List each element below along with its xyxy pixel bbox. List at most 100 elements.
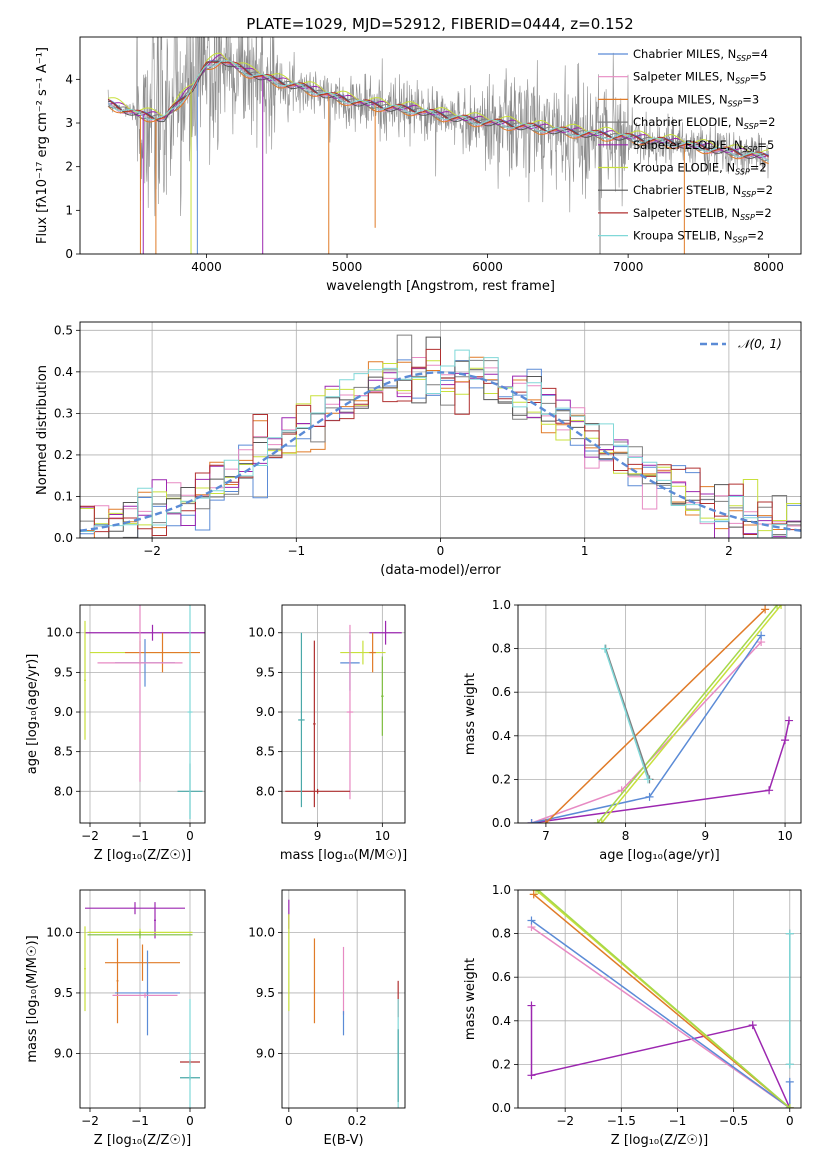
data-marker — [527, 916, 536, 925]
errorbar-point — [146, 950, 149, 1036]
series-line — [785, 929, 794, 1069]
plot-area — [80, 334, 801, 538]
y-tick-label: 9.5 — [54, 986, 73, 1000]
y-tick-label: 0.3 — [54, 406, 73, 420]
legend-label: Kroupa STELIB, NSSP=2 — [633, 229, 764, 245]
y-axis-label: mass [log₁₀(M/M☉)] — [25, 935, 40, 1062]
y-tick-label: 9.0 — [54, 705, 73, 719]
axes-frame — [517, 604, 802, 824]
data-marker — [785, 716, 794, 725]
series-path — [601, 605, 782, 823]
y-tick-label: 1.0 — [492, 598, 511, 612]
x-tick-label: −1 — [131, 1114, 149, 1128]
grid — [518, 604, 801, 824]
errorbar-point — [381, 656, 384, 736]
y-tick-label: 9.5 — [54, 665, 73, 679]
series-line — [534, 890, 794, 1108]
series-path — [533, 893, 791, 1108]
data-marker — [643, 775, 652, 784]
y-tick-label: 9.0 — [54, 1047, 73, 1061]
y-tick-label: 10.0 — [248, 626, 275, 640]
errorbar-point — [84, 926, 86, 1012]
x-tick-label: 1 — [581, 544, 589, 558]
data-marker — [765, 786, 774, 795]
series-line — [541, 605, 770, 823]
data-marker — [645, 792, 654, 801]
x-tick-label: 4000 — [191, 260, 222, 274]
errorbar-point — [369, 620, 402, 645]
x-axis-label: wavelength [Angstrom, rest frame] — [326, 279, 555, 294]
series-line — [527, 638, 766, 823]
errorbar-point — [285, 788, 350, 794]
y-tick-label: 8.5 — [54, 745, 73, 759]
axes-frame — [281, 604, 406, 824]
errorbar-point — [187, 605, 193, 820]
errorbar-point — [85, 624, 205, 641]
y-axis-label: Flux [fλ10⁻¹⁷ erg cm⁻² s⁻¹ A⁻¹] — [35, 47, 50, 244]
normal-curve — [80, 371, 801, 532]
panel-age_vs_mass: 9 10 8.0 8.5 9.0 9.5 10.0 mass [log₁₀(M/M☉)] — [248, 604, 407, 863]
y-tick-label: 0.4 — [54, 365, 73, 379]
legend-label: Kroupa ELODIE, NSSP=2 — [633, 161, 767, 177]
data-marker — [529, 890, 538, 899]
data-marker — [761, 605, 770, 614]
grid — [282, 605, 405, 823]
series-path — [531, 635, 762, 823]
series-line — [527, 916, 794, 1108]
axes-frame — [517, 889, 802, 1109]
x-tick-label: 10 — [777, 829, 792, 843]
x-tick-label: 8000 — [753, 260, 784, 274]
data-marker — [527, 819, 536, 823]
series-line — [529, 890, 794, 1108]
x-tick-label: −1 — [131, 829, 149, 843]
data-marker — [600, 644, 609, 653]
plot-area — [84, 605, 205, 820]
data-marker — [748, 1021, 757, 1030]
x-tick-label: 7000 — [613, 260, 644, 274]
panel-mass_vs_EBV: 0 0.2 9.0 9.5 10.0 E(B-V) — [248, 889, 406, 1148]
y-axis-label: age [log₁₀(age/yr)] — [25, 654, 40, 775]
legend-label: Chabrier ELODIE, NSSP=2 — [633, 115, 775, 131]
panel-age_vs_Z: −2 −1 0 8.0 8.5 9.0 9.5 10.0 Z [log₁₀(Z/Z☉)] age … — [25, 604, 206, 863]
y-tick-label: 8.5 — [256, 745, 275, 759]
panel-massweight_vs_Z: −2 −1.5 −1 −0.5 0 0.0 0.2 0.4 0.6 0.8 1.0 Z [log₁₀(… — [463, 883, 802, 1148]
figure-title: PLATE=1029, MJD=52912, FIBERID=0444, z=0… — [246, 15, 633, 33]
data-marker — [781, 736, 790, 745]
y-tick-label: 9.5 — [256, 986, 275, 1000]
data-marker — [757, 631, 766, 640]
axes-frame — [79, 321, 802, 539]
errorbar-point — [125, 632, 200, 673]
y-tick-label: 10.0 — [46, 925, 73, 939]
series-path — [531, 926, 791, 1108]
errorbar-point — [85, 902, 185, 915]
x-tick-label: −2 — [81, 1114, 99, 1128]
x-tick-label: −2 — [556, 1114, 574, 1128]
data-marker — [785, 929, 794, 938]
x-tick-label: −2 — [81, 829, 99, 843]
data-marker — [785, 1104, 794, 1108]
x-axis-label: Z [log₁₀(Z/Z☉)] — [611, 1133, 708, 1148]
plot-area — [285, 620, 402, 808]
errorbar-point — [340, 640, 386, 665]
x-tick-label: 9 — [314, 829, 322, 843]
data-marker — [593, 819, 602, 823]
x-axis-label: Z [log₁₀(Z/Z☉)] — [94, 848, 191, 863]
y-tick-label: 0.6 — [492, 970, 511, 984]
y-tick-label: 3 — [65, 116, 73, 130]
legend-label: Salpeter ELODIE, NSSP=5 — [633, 138, 774, 154]
panel-spectrum: 4000 5000 6000 7000 8000 0 1 2 3 4 wavelength [Ang… — [35, 36, 802, 294]
series-path — [597, 605, 778, 823]
x-axis-label: (data-model)/error — [380, 563, 501, 578]
series-line — [527, 923, 794, 1108]
x-tick-label: 7 — [542, 829, 550, 843]
errorbar-point — [87, 931, 193, 939]
panel-residuals: −2 −1 0 1 2 0.0 0.1 0.2 0.3 0.4 0.5 (data-model)/er… — [35, 321, 802, 578]
series-path — [530, 1005, 791, 1108]
series-path — [537, 890, 791, 1108]
histogram-series — [80, 348, 801, 536]
data-marker — [534, 890, 543, 894]
series-line — [601, 644, 654, 784]
histogram-series — [80, 349, 801, 538]
data-marker — [785, 1077, 794, 1086]
